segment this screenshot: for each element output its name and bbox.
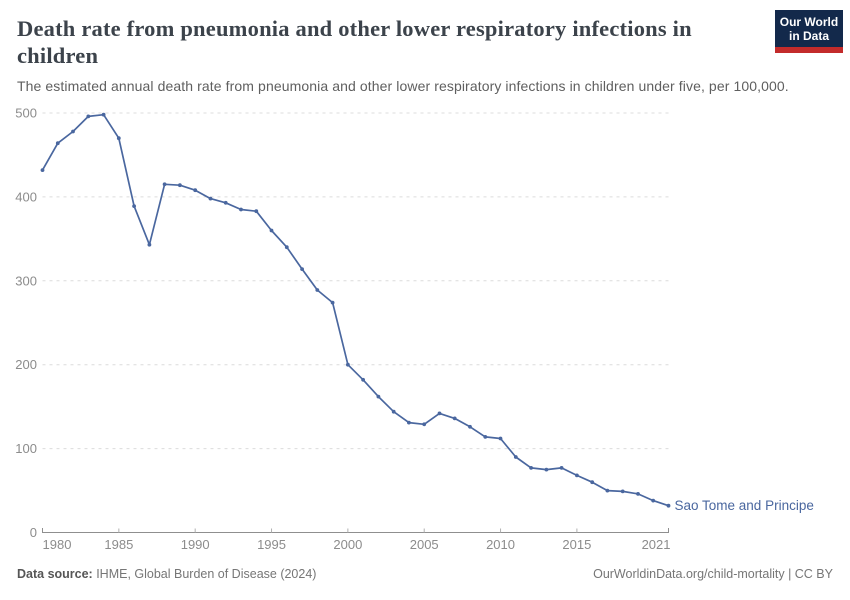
data-point-marker bbox=[376, 394, 381, 399]
data-point-marker bbox=[498, 436, 503, 441]
data-point-marker bbox=[162, 182, 167, 187]
data-point-marker bbox=[300, 267, 304, 271]
data-point-marker bbox=[559, 466, 564, 470]
data-point-marker bbox=[651, 498, 656, 503]
owid-logo[interactable]: Our World in Data bbox=[775, 10, 843, 54]
y-tick-label: 400 bbox=[15, 189, 37, 204]
x-tick-label: 1990 bbox=[181, 537, 210, 552]
y-tick-label: 300 bbox=[15, 273, 37, 288]
data-point-marker bbox=[529, 466, 533, 470]
y-tick-label: 200 bbox=[15, 357, 37, 372]
data-point-marker bbox=[422, 422, 427, 427]
data-series-line bbox=[41, 113, 670, 507]
series-label[interactable]: Sao Tome and Principe bbox=[675, 498, 814, 513]
data-point-marker bbox=[391, 409, 396, 414]
owid-logo-line1: Our World bbox=[779, 15, 839, 29]
data-point-marker bbox=[483, 435, 488, 439]
data-point-marker bbox=[346, 362, 350, 367]
data-point-marker bbox=[269, 228, 274, 233]
data-point-marker bbox=[361, 377, 365, 382]
x-tick-label: 2000 bbox=[333, 537, 362, 552]
data-point-marker bbox=[86, 114, 91, 119]
data-source-text: IHME, Global Burden of Disease (2024) bbox=[92, 567, 317, 581]
x-tick-label: 1995 bbox=[257, 537, 286, 552]
data-point-marker bbox=[315, 288, 320, 292]
data-point-marker bbox=[407, 420, 411, 425]
data-point-marker bbox=[513, 455, 518, 459]
data-point-marker bbox=[284, 245, 289, 250]
data-point-marker bbox=[223, 200, 228, 205]
data-point-marker bbox=[544, 467, 549, 472]
x-tick-label: 2015 bbox=[562, 537, 591, 552]
data-point-marker bbox=[590, 480, 595, 485]
data-source: Data source: IHME, Global Burden of Dise… bbox=[17, 567, 316, 581]
data-point-marker bbox=[208, 196, 213, 201]
chart-header: Death rate from pneumonia and other lowe… bbox=[17, 15, 833, 94]
data-point-marker bbox=[330, 300, 335, 305]
chart-subtitle: The estimated annual death rate from pne… bbox=[17, 78, 789, 94]
x-tick-label: 2010 bbox=[486, 537, 515, 552]
data-point-marker bbox=[178, 183, 182, 188]
x-tick-label: 2021 bbox=[642, 537, 671, 552]
data-point-marker bbox=[605, 488, 610, 493]
footer-link[interactable]: OurWorldinData.org/child-mortality | CC … bbox=[593, 567, 833, 581]
data-point-marker bbox=[636, 492, 640, 496]
y-tick-label: 100 bbox=[15, 441, 37, 456]
data-point-marker bbox=[468, 424, 472, 429]
data-point-marker bbox=[254, 209, 259, 214]
x-axis-line bbox=[42, 528, 669, 533]
data-point-marker bbox=[193, 188, 198, 193]
data-point-marker bbox=[71, 129, 75, 134]
data-point-marker bbox=[452, 416, 457, 421]
owid-logo-line2: in Data bbox=[788, 29, 829, 44]
data-point-marker bbox=[116, 136, 121, 141]
data-point-marker bbox=[101, 112, 106, 117]
x-tick-label: 1985 bbox=[104, 537, 133, 552]
data-point-marker bbox=[666, 503, 671, 508]
x-tick-label: 1980 bbox=[43, 537, 72, 552]
data-point-marker bbox=[40, 168, 45, 173]
data-point-marker bbox=[132, 204, 137, 209]
y-tick-label: 0 bbox=[30, 525, 37, 540]
data-point-marker bbox=[239, 207, 243, 212]
data-source-label: Data source: bbox=[17, 567, 93, 581]
data-point-marker bbox=[147, 242, 152, 247]
chart-title: Death rate from pneumonia and other lowe… bbox=[17, 16, 692, 68]
data-point-marker bbox=[55, 141, 60, 146]
data-point-marker bbox=[437, 411, 442, 416]
chart-footer: Data source: IHME, Global Burden of Dise… bbox=[17, 567, 833, 581]
data-point-marker bbox=[575, 473, 579, 478]
y-tick-label: 500 bbox=[15, 106, 37, 121]
data-point-marker bbox=[620, 489, 625, 494]
x-tick-label: 2005 bbox=[410, 537, 439, 552]
